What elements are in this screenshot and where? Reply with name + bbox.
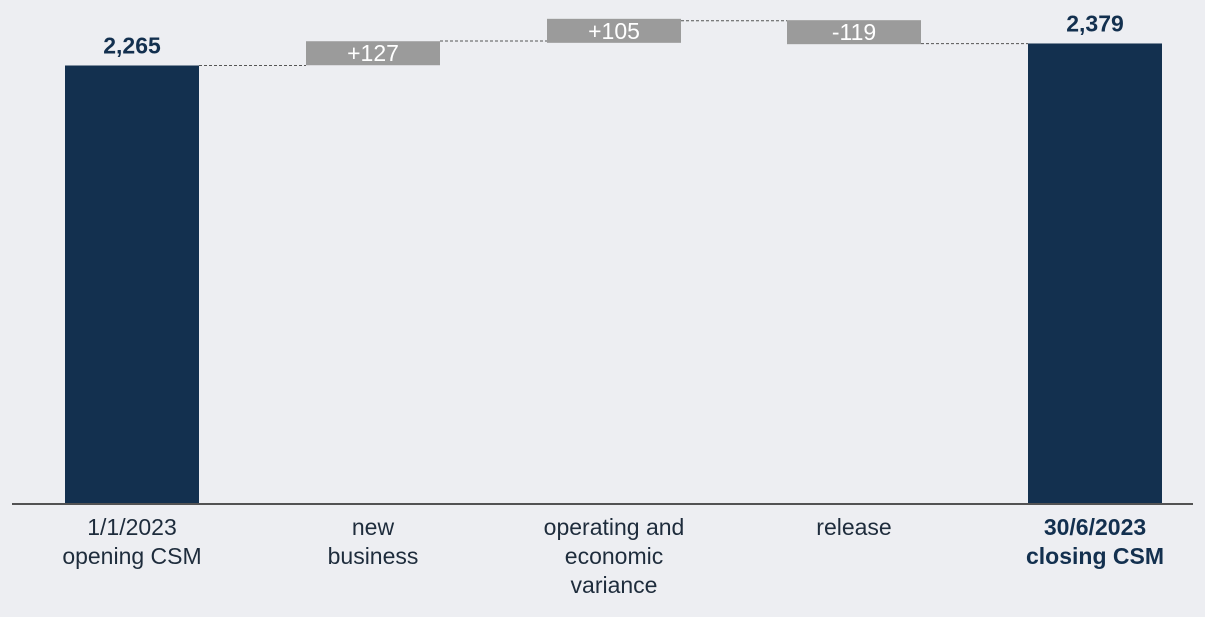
category-label-line: release [816,514,891,540]
total-bar [1028,43,1162,503]
category-label-line: closing CSM [1026,543,1164,569]
delta-bar [306,41,440,66]
category-label-line: operating and [544,514,685,540]
category-label-line: business [328,543,419,569]
category-label: operating and economic variance [544,514,685,598]
category-label-line: variance [571,572,658,598]
delta-bar [787,20,921,45]
category-label-line: new [352,514,395,540]
category-label: new business [328,514,419,569]
category-label-line: 30/6/2023 [1044,514,1146,540]
category-label: 1/1/2023 opening CSM [62,514,201,569]
delta-bar [547,18,681,43]
category-label: release [816,514,891,540]
category-label-line: economic [565,543,663,569]
category-label: 30/6/2023 closing CSM [1026,514,1164,569]
delta-value-label: -119 [832,19,876,45]
delta-value-label: +127 [347,40,399,66]
category-label-line: 1/1/2023 [87,514,177,540]
category-label-line: opening CSM [62,543,201,569]
delta-value-label: +105 [588,18,640,44]
total-value-label: 2,379 [1066,10,1124,36]
total-bar [65,65,199,503]
total-value-label: 2,265 [103,33,161,59]
